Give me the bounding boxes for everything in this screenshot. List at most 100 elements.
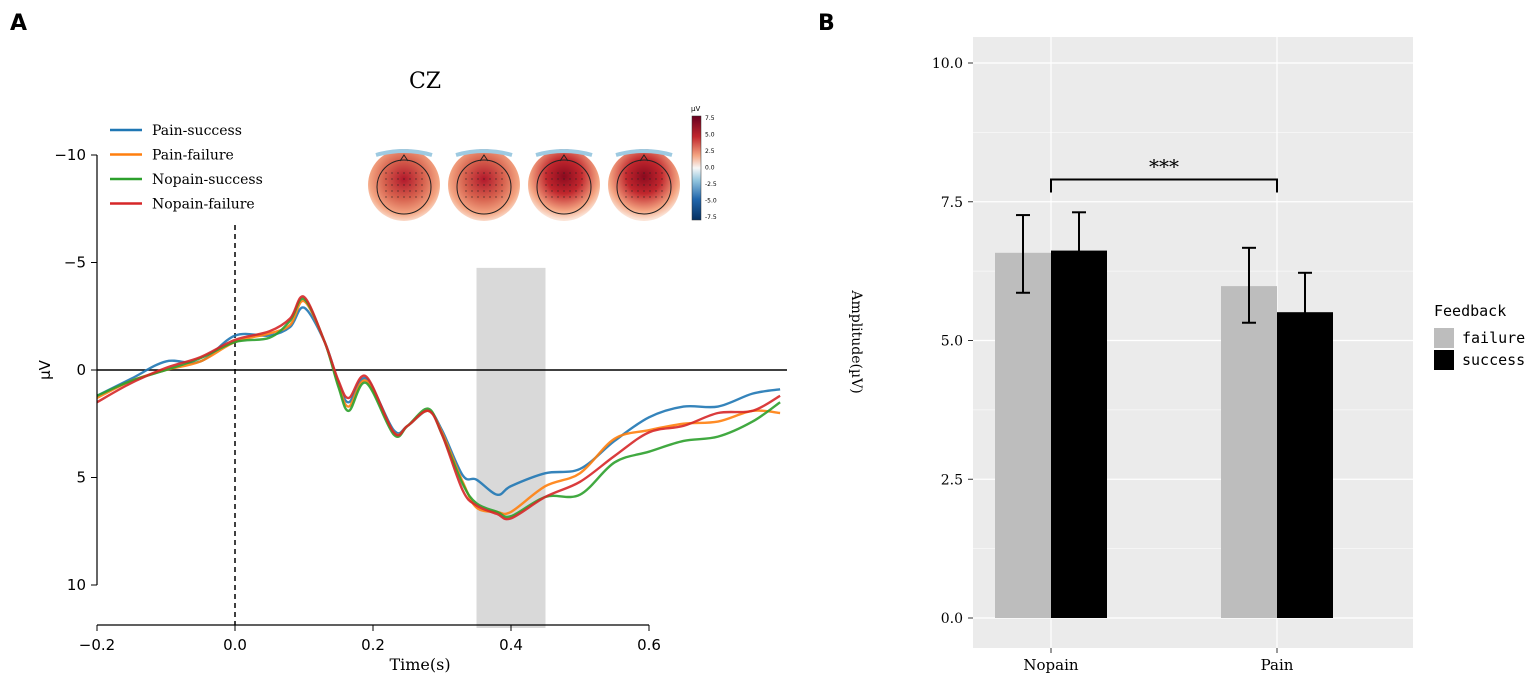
electrode <box>575 172 577 174</box>
head-outline <box>616 159 672 215</box>
electrode <box>625 190 627 192</box>
electrode <box>397 190 399 192</box>
electrode <box>545 172 547 174</box>
x-tick-label: Nopain <box>1023 656 1078 674</box>
colorbar-tick-label: 7.5 <box>705 115 715 122</box>
panel-label-b: B <box>818 11 835 36</box>
legend-label: Nopain-success <box>152 172 263 188</box>
electrode <box>495 184 497 186</box>
electrode <box>631 172 633 174</box>
legend-swatch <box>1434 350 1454 370</box>
electrode <box>569 190 571 192</box>
electrode <box>545 178 547 180</box>
electrode <box>655 172 657 174</box>
electrode <box>625 178 627 180</box>
electrode <box>465 196 467 198</box>
electrode <box>551 190 553 192</box>
colorbar-tick-label: -2.5 <box>705 181 717 188</box>
electrode <box>637 172 639 174</box>
electrode <box>563 178 565 180</box>
series-line-nopain-failure <box>96 295 781 521</box>
electrode <box>465 172 467 174</box>
y-tick-label: 5 <box>76 469 86 487</box>
electrode <box>385 196 387 198</box>
nose-icon <box>639 154 649 162</box>
electrode <box>581 172 583 174</box>
electrode <box>471 172 473 174</box>
erp-title: CZ <box>409 69 441 94</box>
electrode <box>471 178 473 180</box>
electrode <box>557 184 559 186</box>
y-tick-label: 2.5 <box>941 472 963 488</box>
y-tick-label: −5 <box>64 254 86 272</box>
electrode <box>397 178 399 180</box>
y-tick-label: 0 <box>76 361 86 379</box>
electrode <box>397 172 399 174</box>
electrode <box>403 172 405 174</box>
electrode <box>649 190 651 192</box>
electrode <box>625 172 627 174</box>
electrode <box>557 190 559 192</box>
bar-nopain-failure <box>995 252 1051 618</box>
colorbar-tick-label: 2.5 <box>705 148 715 155</box>
electrode <box>391 190 393 192</box>
electrode <box>545 196 547 198</box>
topomaps <box>368 149 680 221</box>
electrode <box>477 190 479 192</box>
electrode <box>563 184 565 186</box>
electrode <box>471 184 473 186</box>
electrode <box>385 190 387 192</box>
electrode <box>471 196 473 198</box>
electrode <box>661 190 663 192</box>
electrode <box>581 196 583 198</box>
negative-region <box>535 149 593 157</box>
series-line-pain-success <box>96 306 781 496</box>
electrode <box>569 196 571 198</box>
electrode <box>471 190 473 192</box>
electrode <box>483 172 485 174</box>
electrode <box>661 196 663 198</box>
electrode <box>397 196 399 198</box>
x-tick-label: −0.2 <box>79 636 115 654</box>
bar-pain-failure <box>1221 286 1277 618</box>
electrode <box>557 178 559 180</box>
electrode <box>625 184 627 186</box>
electrode <box>391 184 393 186</box>
topomap-head-2 <box>448 149 520 221</box>
topomap-head-1 <box>368 149 440 221</box>
electrode <box>551 196 553 198</box>
electrode <box>465 178 467 180</box>
bar-chart: 0.0 2.5 5.0 7.5 10.0 Nopain Pain *** Amplitude… <box>848 37 1525 674</box>
electrode <box>477 172 479 174</box>
x-tick-label: 0.0 <box>223 636 247 654</box>
electrode <box>403 190 405 192</box>
electrode <box>483 196 485 198</box>
electrode <box>631 178 633 180</box>
electrode <box>501 178 503 180</box>
electrode <box>409 172 411 174</box>
electrode <box>631 184 633 186</box>
electrode <box>501 190 503 192</box>
electrode <box>421 178 423 180</box>
x-tick-label: 0.4 <box>499 636 523 654</box>
electrode <box>385 184 387 186</box>
electrode <box>415 178 417 180</box>
y-tick-label: 5.0 <box>941 334 963 350</box>
colorbar-tick-label: 5.0 <box>705 132 715 139</box>
electrode <box>477 184 479 186</box>
electrode <box>415 172 417 174</box>
colorbar <box>691 115 702 221</box>
electrode <box>421 190 423 192</box>
legend-label: Pain-failure <box>152 148 234 164</box>
nose-icon <box>479 154 489 162</box>
electrode <box>649 184 651 186</box>
electrode <box>391 196 393 198</box>
electrode <box>403 184 405 186</box>
electrode <box>465 190 467 192</box>
electrode <box>397 184 399 186</box>
negative-region <box>615 149 673 157</box>
colorbar-tick-label: -7.5 <box>705 214 717 221</box>
electrode <box>661 172 663 174</box>
x-tick-label: Pain <box>1261 656 1294 674</box>
